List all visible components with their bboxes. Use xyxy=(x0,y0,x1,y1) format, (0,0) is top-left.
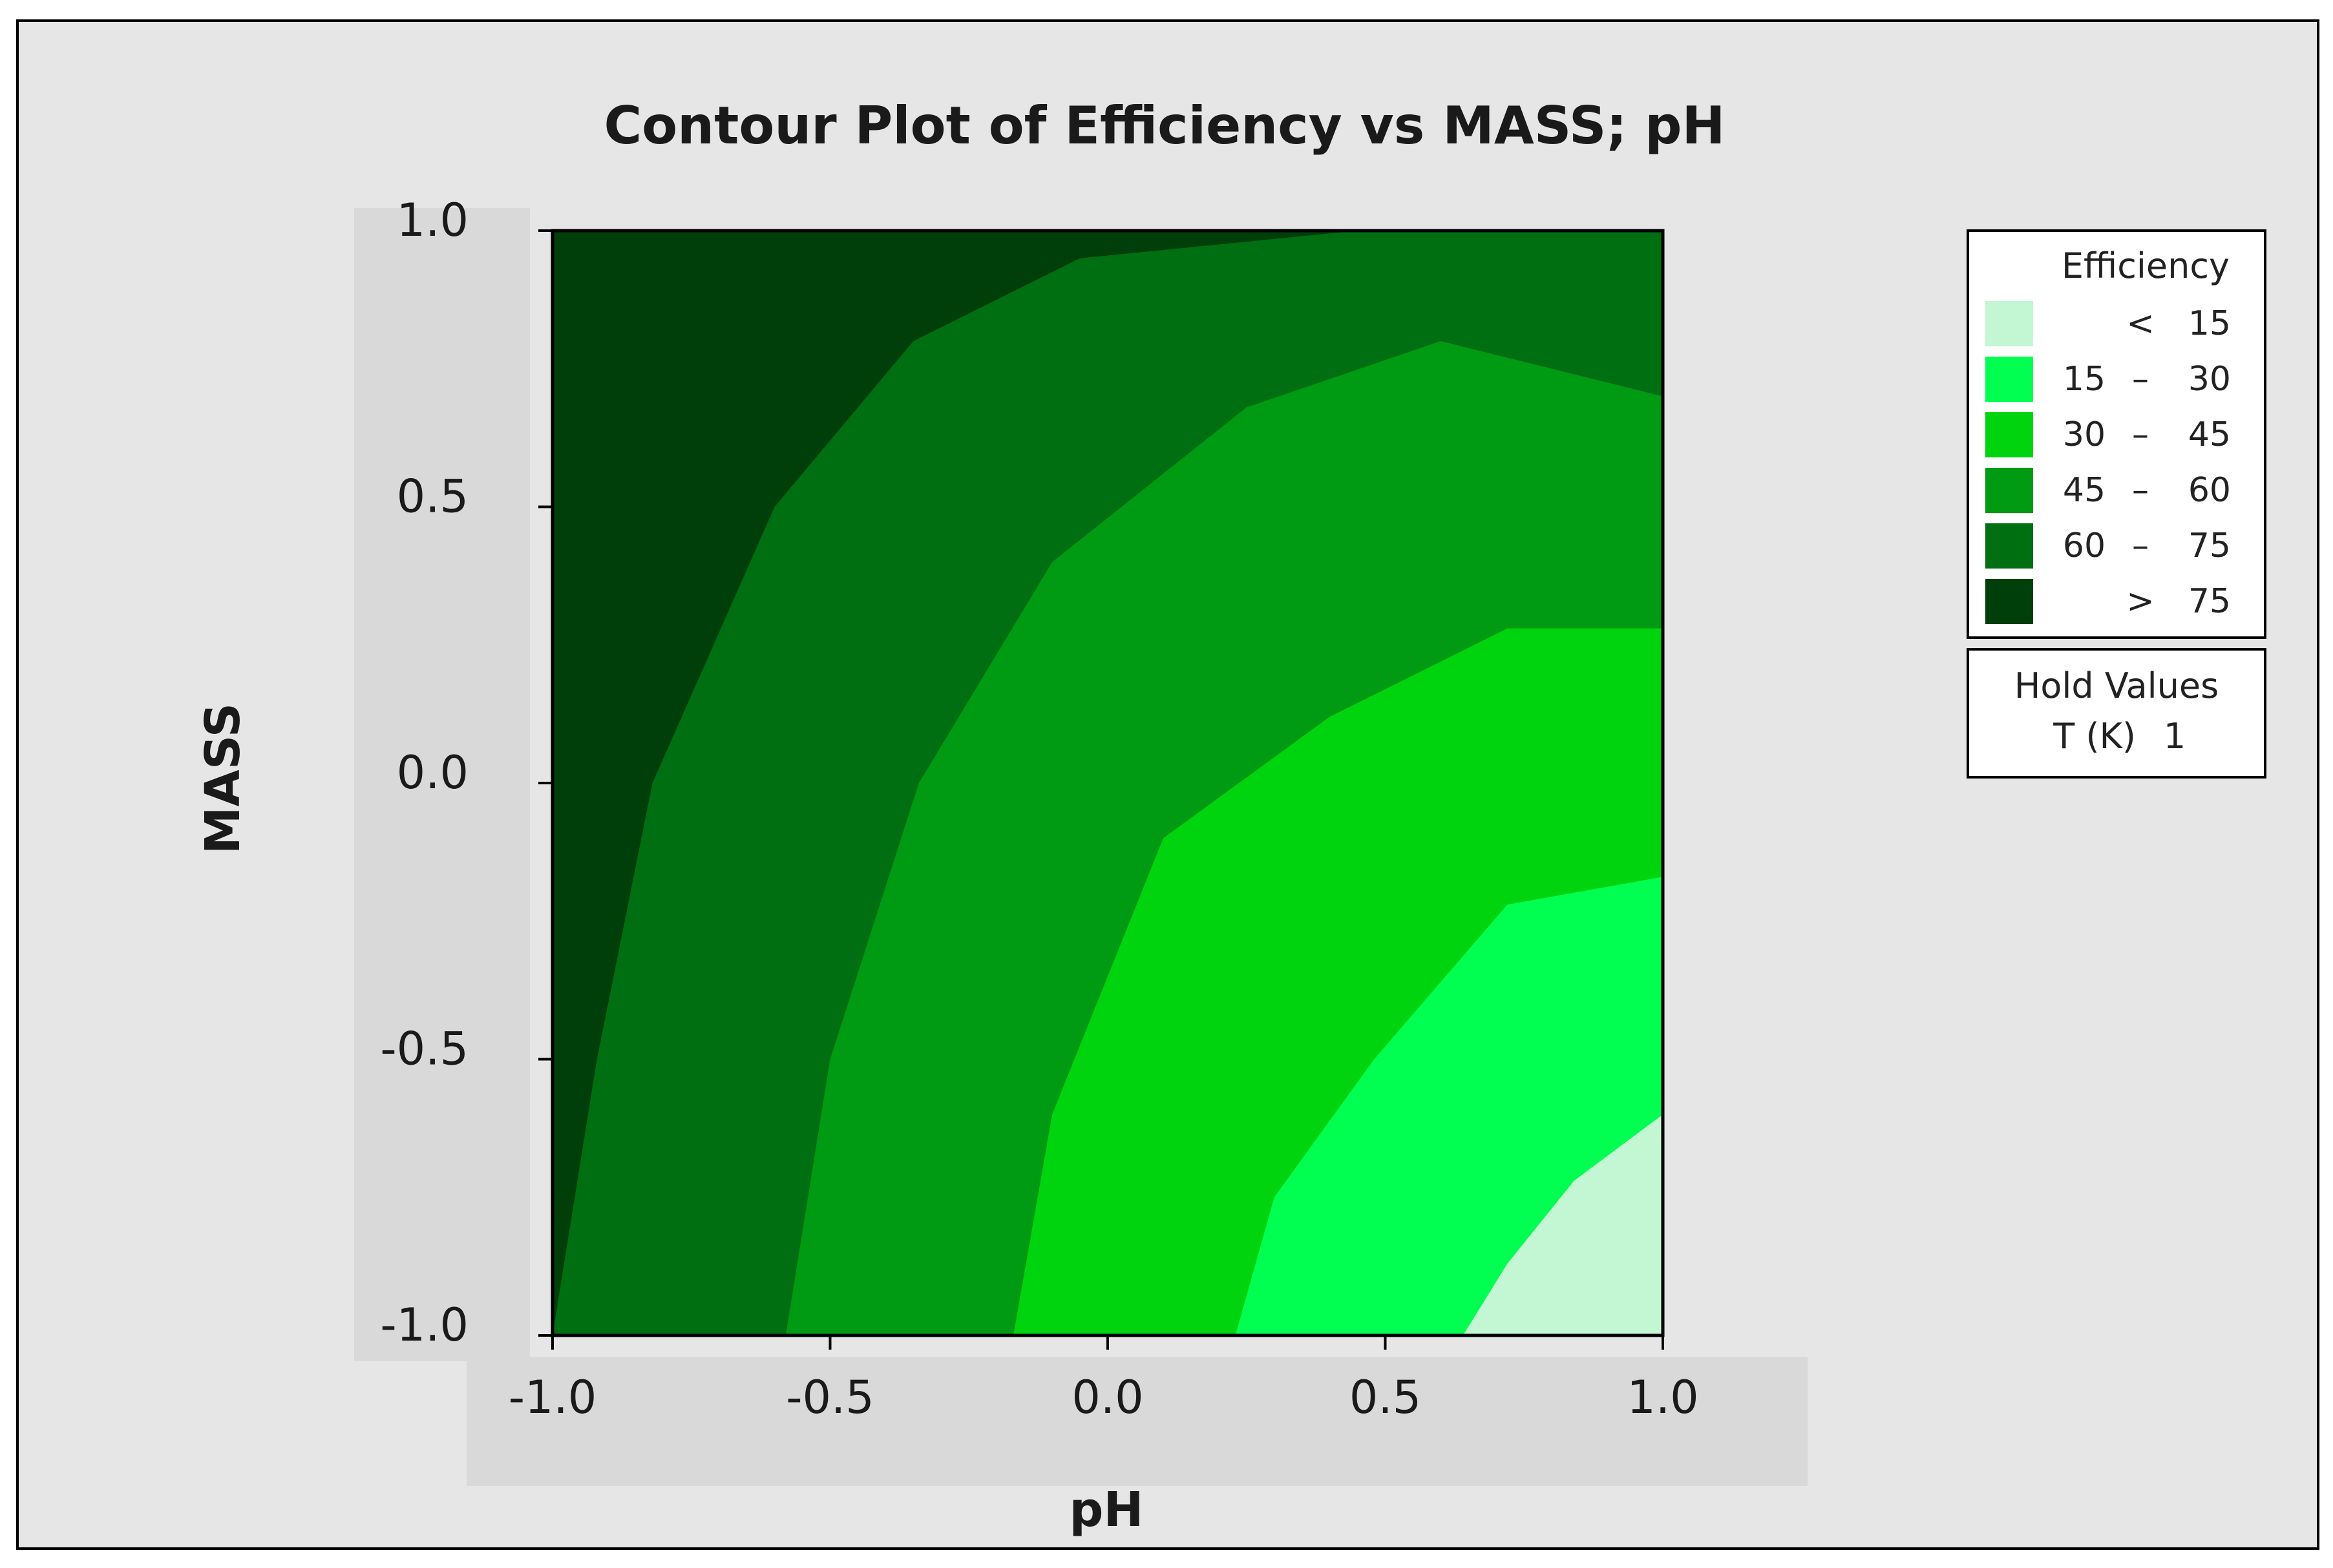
legend-range-high: 30 xyxy=(2188,360,2231,399)
y-tick-label: -0.5 xyxy=(380,1023,469,1076)
y-tick-label: 0.5 xyxy=(397,470,469,523)
y-tick-band xyxy=(354,208,530,1361)
hold-values-title: Hold Values xyxy=(2014,665,2219,706)
x-tick-label: -1.0 xyxy=(509,1371,597,1424)
legend-title: Efficiency xyxy=(2062,246,2230,286)
x-tick-label: 0.0 xyxy=(1071,1371,1143,1424)
legend-range-low: 15 xyxy=(2063,360,2106,399)
x-tick-band xyxy=(467,1357,1808,1486)
legend-swatch xyxy=(1985,579,2033,624)
legend-range-high: 75 xyxy=(2188,527,2231,565)
x-tick-label: 1.0 xyxy=(1627,1371,1698,1424)
chart-title: Contour Plot of Efficiency vs MASS; pH xyxy=(604,96,1726,156)
legend-range-high: 45 xyxy=(2188,415,2231,454)
legend-swatch xyxy=(1985,301,2033,346)
legend-swatch xyxy=(1985,523,2033,569)
y-tick-label: 1.0 xyxy=(397,194,469,247)
y-tick-label: 0.0 xyxy=(397,746,469,799)
y-axis: -1.0 -0.5 0.0 0.5 1.0 xyxy=(380,194,553,1352)
legend-range-separator: > xyxy=(2126,582,2155,621)
legend-range-low: 45 xyxy=(2063,471,2106,510)
legend-range-high: 60 xyxy=(2188,471,2231,510)
legend-range-separator: – xyxy=(2132,471,2149,510)
legend-swatch xyxy=(1985,468,2033,513)
plot-area xyxy=(553,231,1663,1335)
x-tick-label: -0.5 xyxy=(786,1371,874,1424)
x-axis-label: pH xyxy=(1070,1482,1144,1538)
legend-swatch xyxy=(1985,357,2033,402)
legend-range-separator: – xyxy=(2132,527,2149,565)
legend-swatch xyxy=(1985,412,2033,457)
y-axis-label: MASS xyxy=(195,703,251,854)
hold-value-name: T (K) xyxy=(2053,716,2136,757)
legend-range-low: 30 xyxy=(2063,415,2106,454)
legend-range-low: 60 xyxy=(2063,527,2106,565)
hold-value-value: 1 xyxy=(2164,716,2186,757)
legend-range-high: 75 xyxy=(2188,582,2231,621)
legend-range-separator: – xyxy=(2132,415,2149,454)
hold-values-box xyxy=(1967,648,2266,779)
contour-band-below-15 xyxy=(1462,1114,1663,1335)
y-tick-label: -1.0 xyxy=(380,1299,469,1352)
legend-range-high: 15 xyxy=(2188,304,2231,343)
x-axis: -1.0 -0.5 0.0 0.5 1.0 xyxy=(509,1335,1699,1424)
x-tick-label: 0.5 xyxy=(1349,1371,1421,1424)
legend-range-separator: < xyxy=(2126,304,2155,343)
hold-values: Hold Values T (K) 1 xyxy=(1967,648,2266,779)
legend-range-separator: – xyxy=(2132,360,2149,399)
